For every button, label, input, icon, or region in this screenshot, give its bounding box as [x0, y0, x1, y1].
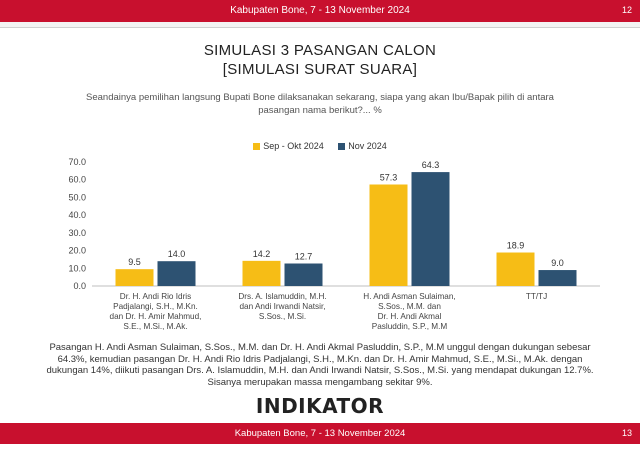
footer-bar: Kabupaten Bone, 7 - 13 November 2024 13	[0, 423, 640, 444]
header-page-number: 12	[621, 5, 632, 15]
page-subtitle: [SIMULASI SURAT SUARA]	[222, 61, 418, 78]
bottom-margin	[0, 444, 640, 454]
legend-item-series-1: Sep - Okt 2024	[253, 141, 324, 151]
x-category-label: Pasluddin, S.P., M.M	[372, 322, 448, 331]
y-tick-label: 50.0	[68, 192, 86, 202]
x-category-label: TT/TJ	[526, 292, 547, 301]
data-label: 57.3	[380, 172, 398, 182]
indikator-logo: INDIKATOR	[0, 394, 640, 418]
x-category-label: H. Andi Asman Sulaiman,	[363, 292, 455, 301]
x-category-label: dan Andi Irwandi Natsir,	[239, 302, 325, 311]
legend-swatch	[253, 143, 261, 151]
y-tick-label: 20.0	[68, 246, 86, 256]
x-category-label: Dr. H. Andi Rio Idris	[120, 292, 191, 301]
bar-nov	[411, 172, 450, 286]
header-caption: Kabupaten Bone, 7 - 13 November 2024	[230, 5, 410, 16]
x-category-label: S.E., M.Si., M.Ak.	[123, 322, 187, 331]
bar-sep-okt	[242, 260, 281, 286]
y-tick-label: 60.0	[68, 175, 86, 185]
data-label: 64.3	[422, 160, 440, 170]
survey-question: Seandainya pemilihan langsung Bupati Bon…	[86, 92, 554, 116]
x-category-label: Dr. H. Andi Akmal	[378, 312, 442, 321]
chart-footnote: Pasangan H. Andi Asman Sulaiman, S.Sos.,…	[46, 342, 594, 388]
data-label: 12.7	[295, 252, 313, 262]
logo-text: INDIKATOR	[255, 394, 385, 418]
bar-chart: 70.0 60.0 50.0 40.0 30.0 20.0 10.0 0.0 9.5 14.0 Dr…	[68, 157, 600, 331]
data-label: 14.0	[168, 249, 186, 259]
y-tick-label: 40.0	[68, 210, 86, 220]
x-category-label: S.Sos., M.M. dan	[378, 302, 441, 311]
legend-item-series-2: Nov 2024	[338, 141, 387, 151]
bar-nov	[538, 270, 577, 286]
x-category-label: Padjalangi, S.H., M.Kn.	[113, 302, 198, 311]
data-label: 9.0	[551, 258, 564, 268]
legend-label: Sep - Okt 2024	[263, 141, 324, 151]
y-tick-label: 10.0	[68, 263, 86, 273]
bar-sep-okt	[115, 269, 154, 286]
x-category-label: Drs. A. Islamuddin, M.H.	[238, 292, 326, 301]
legend-label: Nov 2024	[348, 141, 387, 151]
y-tick-label: 30.0	[68, 228, 86, 238]
x-category-label: dan Dr. H. Amir Mahmud,	[110, 312, 202, 321]
bar-sep-okt	[369, 184, 408, 286]
y-tick-label: 0.0	[73, 281, 86, 291]
chart-legend: Sep - Okt 2024 Nov 2024	[0, 141, 640, 151]
footer-caption: Kabupaten Bone, 7 - 13 November 2024	[234, 428, 406, 439]
bar-sep-okt	[496, 252, 535, 286]
data-label: 14.2	[253, 249, 271, 259]
x-category-label: S.Sos., M.Si.	[259, 312, 306, 321]
y-tick-label: 70.0	[68, 157, 86, 167]
bar-nov	[157, 261, 196, 286]
legend-swatch	[338, 143, 346, 151]
data-label: 18.9	[507, 241, 525, 251]
page-separator	[0, 22, 640, 28]
bar-nov	[284, 263, 323, 286]
header-bar: Kabupaten Bone, 7 - 13 November 2024 12	[0, 0, 640, 22]
footer-page-number: 13	[621, 428, 632, 438]
page-title: SIMULASI 3 PASANGAN CALON	[203, 42, 437, 59]
data-label: 9.5	[128, 257, 141, 267]
